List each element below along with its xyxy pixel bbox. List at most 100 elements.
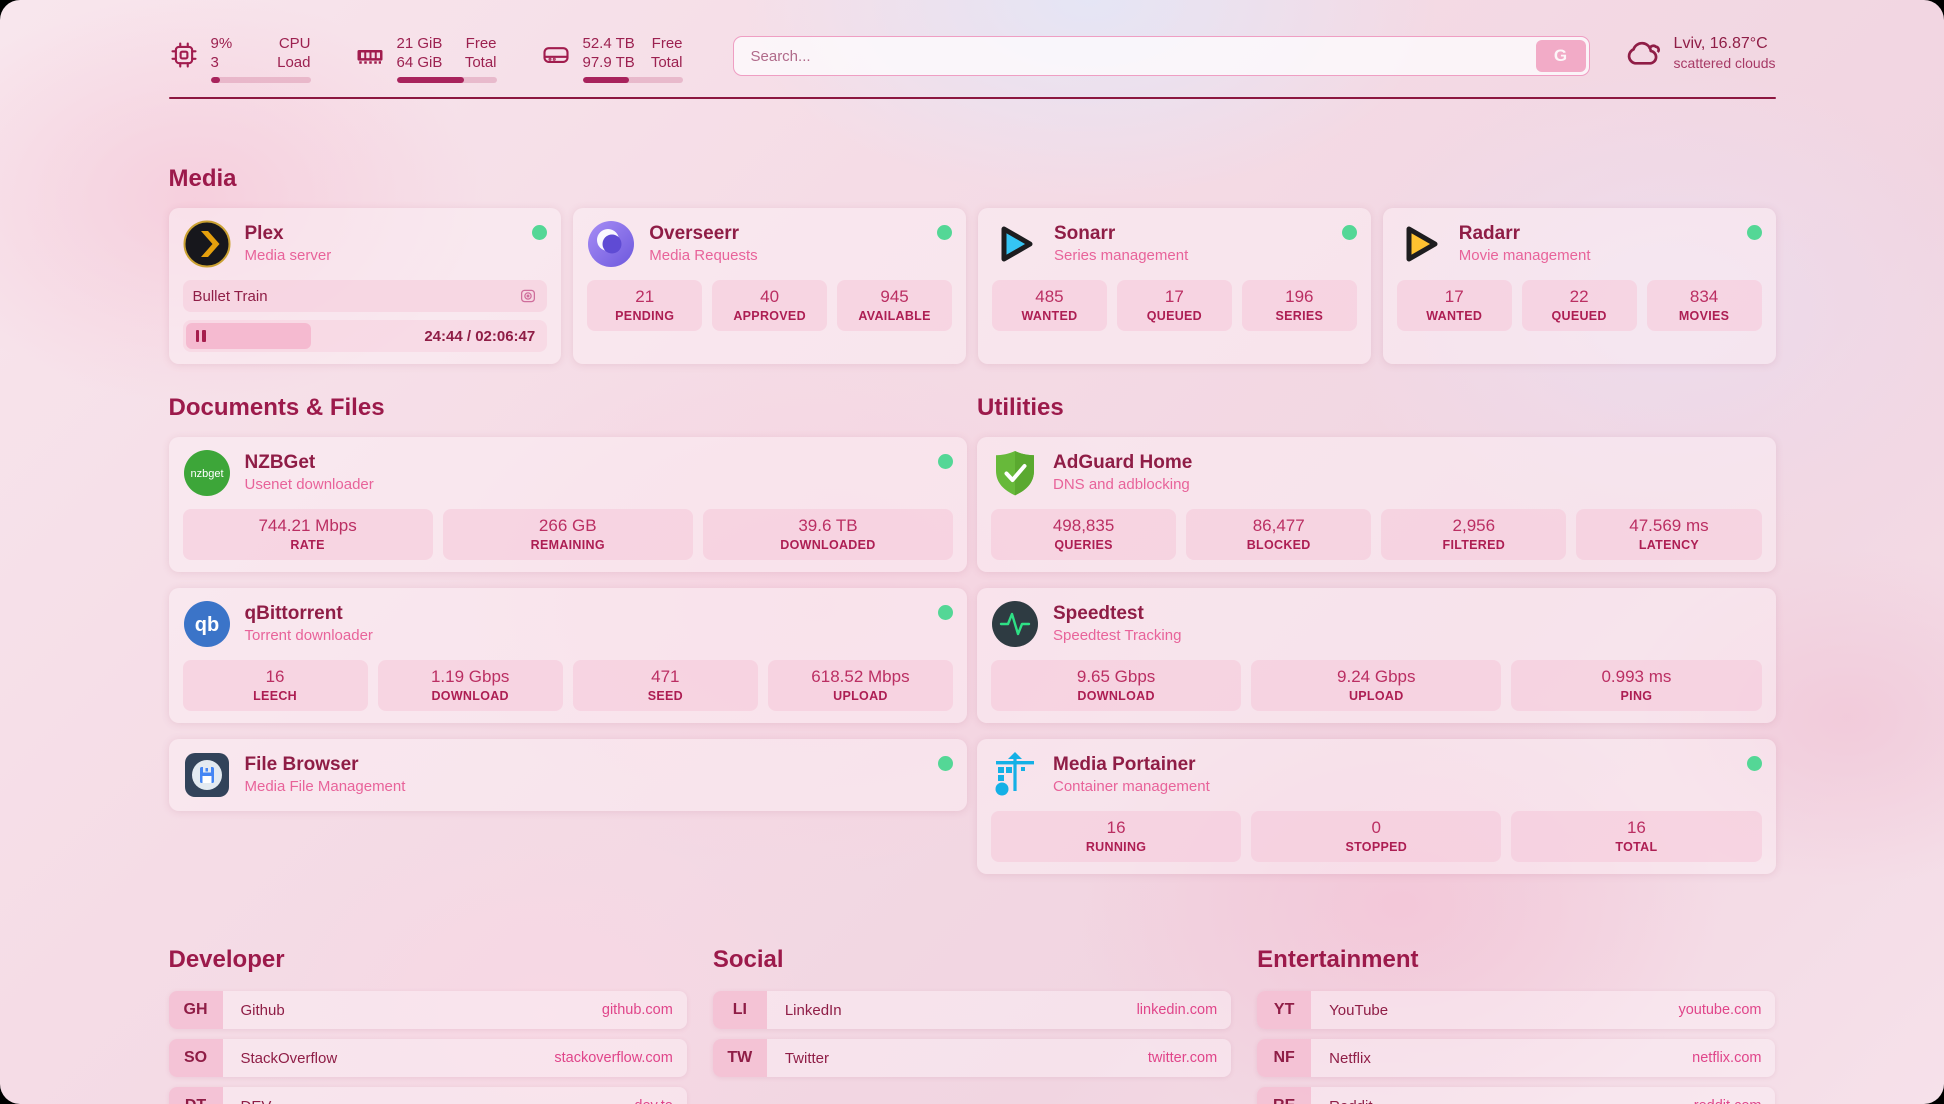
sonarr-description: Series management xyxy=(1054,247,1189,264)
search-input[interactable] xyxy=(736,40,1536,72)
qbittorrent-stat-seed: 471 SEED xyxy=(572,660,758,711)
top-bar: 9% 3 CPU Load xyxy=(169,0,1776,83)
speedtest-stat-ping: 0.993 ms PING xyxy=(1511,660,1762,711)
memory-labels: Free Total xyxy=(464,35,497,71)
youtube-abbr: YT xyxy=(1257,991,1312,1029)
nzbget-stat-downloaded: 39.6 TB DOWNLOADED xyxy=(702,509,954,560)
bookmark-github[interactable]: GH Github github.com xyxy=(168,991,687,1029)
reddit-label: Reddit xyxy=(1311,1087,1372,1104)
filebrowser-card[interactable]: File Browser Media File Management xyxy=(168,739,967,811)
camera-icon xyxy=(521,289,536,303)
radarr-stat-movies: 834 MOVIES xyxy=(1646,280,1762,331)
section-title-developer: Developer xyxy=(168,946,285,973)
topbar-divider xyxy=(168,97,1776,99)
qbittorrent-name: qBittorrent xyxy=(244,603,343,624)
adguard-stat-filtered: 2,956 FILTERED xyxy=(1381,509,1567,560)
github-abbr: GH xyxy=(168,991,223,1029)
weather-location-temp: Lviv, 16.87°C xyxy=(1673,35,1768,52)
cpu-widget: 9% 3 CPU Load xyxy=(169,34,311,83)
speedtest-icon xyxy=(992,601,1038,647)
linkedin-label: LinkedIn xyxy=(784,1001,842,1019)
bookmark-reddit[interactable]: RE Reddit reddit.com xyxy=(1257,1087,1776,1104)
filebrowser-icon xyxy=(184,753,229,797)
nzbget-card[interactable]: nzbget NZBGet Usenet downloader 744.21 M… xyxy=(168,437,967,572)
overseerr-stat-available: 945 AVAILABLE xyxy=(837,280,953,331)
sonarr-card[interactable]: Sonarr Series management 485 WANTED 17 Q… xyxy=(978,208,1371,364)
memory-progress-fill xyxy=(396,77,464,83)
speedtest-name: Speedtest xyxy=(1053,603,1144,624)
filebrowser-description: Media File Management xyxy=(244,778,406,795)
section-title-entertainment: Entertainment xyxy=(1257,946,1419,973)
radarr-card[interactable]: Radarr Movie management 17 WANTED 22 QUE… xyxy=(1382,208,1776,364)
nzbget-stat-remaining: 266 GB REMAINING xyxy=(442,509,693,560)
stackoverflow-abbr: SO xyxy=(168,1039,223,1077)
adguard-name: AdGuard Home xyxy=(1053,452,1193,473)
portainer-stat-total: 16 TOTAL xyxy=(1511,811,1762,862)
netflix-label: Netflix xyxy=(1329,1049,1371,1067)
google-search-button[interactable]: G xyxy=(1535,40,1586,72)
bookmark-stackoverflow[interactable]: SO StackOverflow stackoverflow.com xyxy=(168,1039,687,1077)
qbittorrent-card[interactable]: qb qBittorrent Torrent downloader 16 xyxy=(168,588,967,723)
svg-text:nzbget: nzbget xyxy=(190,468,223,480)
overseerr-status-dot xyxy=(937,225,952,240)
portainer-card[interactable]: Media Portainer Container management 16 … xyxy=(977,739,1776,874)
youtube-label: YouTube xyxy=(1329,1001,1389,1019)
plex-icon xyxy=(183,220,230,268)
radarr-name: Radarr xyxy=(1458,223,1520,244)
qbittorrent-status-dot xyxy=(938,605,953,620)
adguard-stat-latency: 47.569 ms LATENCY xyxy=(1576,509,1762,560)
linkedin-url: linkedin.com xyxy=(1136,1002,1218,1018)
section-title-utilities: Utilities xyxy=(977,394,1064,421)
sonarr-stat-queued: 17 QUEUED xyxy=(1116,280,1232,331)
overseerr-stat-pending: 21 PENDING xyxy=(587,280,703,331)
filebrowser-name: File Browser xyxy=(244,754,359,775)
netflix-url: netflix.com xyxy=(1692,1050,1762,1066)
adguard-icon xyxy=(996,451,1034,496)
plex-now-playing-row: Bullet Train xyxy=(182,280,548,312)
twitter-label: Twitter xyxy=(784,1049,830,1067)
plex-playback-row: 24:44 / 02:06:47 xyxy=(182,320,548,352)
disk-progress-fill xyxy=(582,77,629,83)
overseerr-name: Overseerr xyxy=(649,223,740,244)
portainer-status-dot xyxy=(1746,756,1762,771)
disk-values: 52.4 TB 97.9 TB xyxy=(582,35,635,71)
plex-card[interactable]: Plex Media server Bullet Train 24:44 / 0… xyxy=(168,208,562,364)
cloud-icon xyxy=(1627,41,1660,65)
bookmark-youtube[interactable]: YT YouTube youtube.com xyxy=(1257,991,1776,1029)
radarr-stat-wanted: 17 WANTED xyxy=(1396,280,1512,331)
bookmark-twitter[interactable]: TW Twitter twitter.com xyxy=(712,1039,1232,1077)
bookmark-group-developer: Developer GH Github github.com SO StackO… xyxy=(168,946,687,1104)
plex-description: Media server xyxy=(244,247,332,264)
netflix-abbr: NF xyxy=(1257,1039,1312,1077)
bookmark-netflix[interactable]: NF Netflix netflix.com xyxy=(1257,1039,1776,1077)
radarr-description: Movie management xyxy=(1458,247,1591,264)
speedtest-card[interactable]: Speedtest Speedtest Tracking 9.65 Gbps D… xyxy=(977,588,1776,723)
cpu-values: 9% 3 xyxy=(210,35,233,71)
adguard-card[interactable]: AdGuard Home DNS and adblocking 498,835 … xyxy=(977,437,1776,572)
cpu-labels: CPU Load xyxy=(277,35,311,71)
cpu-progress-fill xyxy=(210,77,220,83)
bookmark-dev[interactable]: DT DEV dev.to xyxy=(168,1087,687,1104)
stackoverflow-label: StackOverflow xyxy=(240,1049,338,1067)
section-title-social: Social xyxy=(712,946,784,973)
disk-icon xyxy=(542,47,569,63)
github-label: Github xyxy=(240,1001,285,1019)
media-card-row: Plex Media server Bullet Train 24:44 / 0… xyxy=(168,208,1776,364)
radarr-icon xyxy=(1406,226,1438,262)
overseerr-description: Media Requests xyxy=(649,247,758,264)
cpu-icon xyxy=(170,42,197,68)
radarr-stat-queued: 22 QUEUED xyxy=(1521,280,1637,331)
github-url: github.com xyxy=(601,1002,673,1018)
overseerr-card[interactable]: Overseerr Media Requests 21 PENDING 40 A… xyxy=(573,208,966,364)
nzbget-stat-rate: 744.21 Mbps RATE xyxy=(182,509,433,560)
qbittorrent-stat-leech: 16 LEECH xyxy=(182,660,368,711)
bookmark-linkedin[interactable]: LI LinkedIn linkedin.com xyxy=(712,991,1232,1029)
bookmark-group-social: Social LI LinkedIn linkedin.com TW Twitt… xyxy=(712,946,1232,1104)
stackoverflow-url: stackoverflow.com xyxy=(554,1050,673,1066)
disk-widget: 52.4 TB 97.9 TB Free Total xyxy=(541,34,683,83)
speedtest-description: Speedtest Tracking xyxy=(1053,627,1182,644)
disk-progress-track xyxy=(582,77,683,83)
adguard-stat-blocked: 86,477 BLOCKED xyxy=(1186,509,1372,560)
section-title-documents: Documents & Files xyxy=(168,394,385,421)
